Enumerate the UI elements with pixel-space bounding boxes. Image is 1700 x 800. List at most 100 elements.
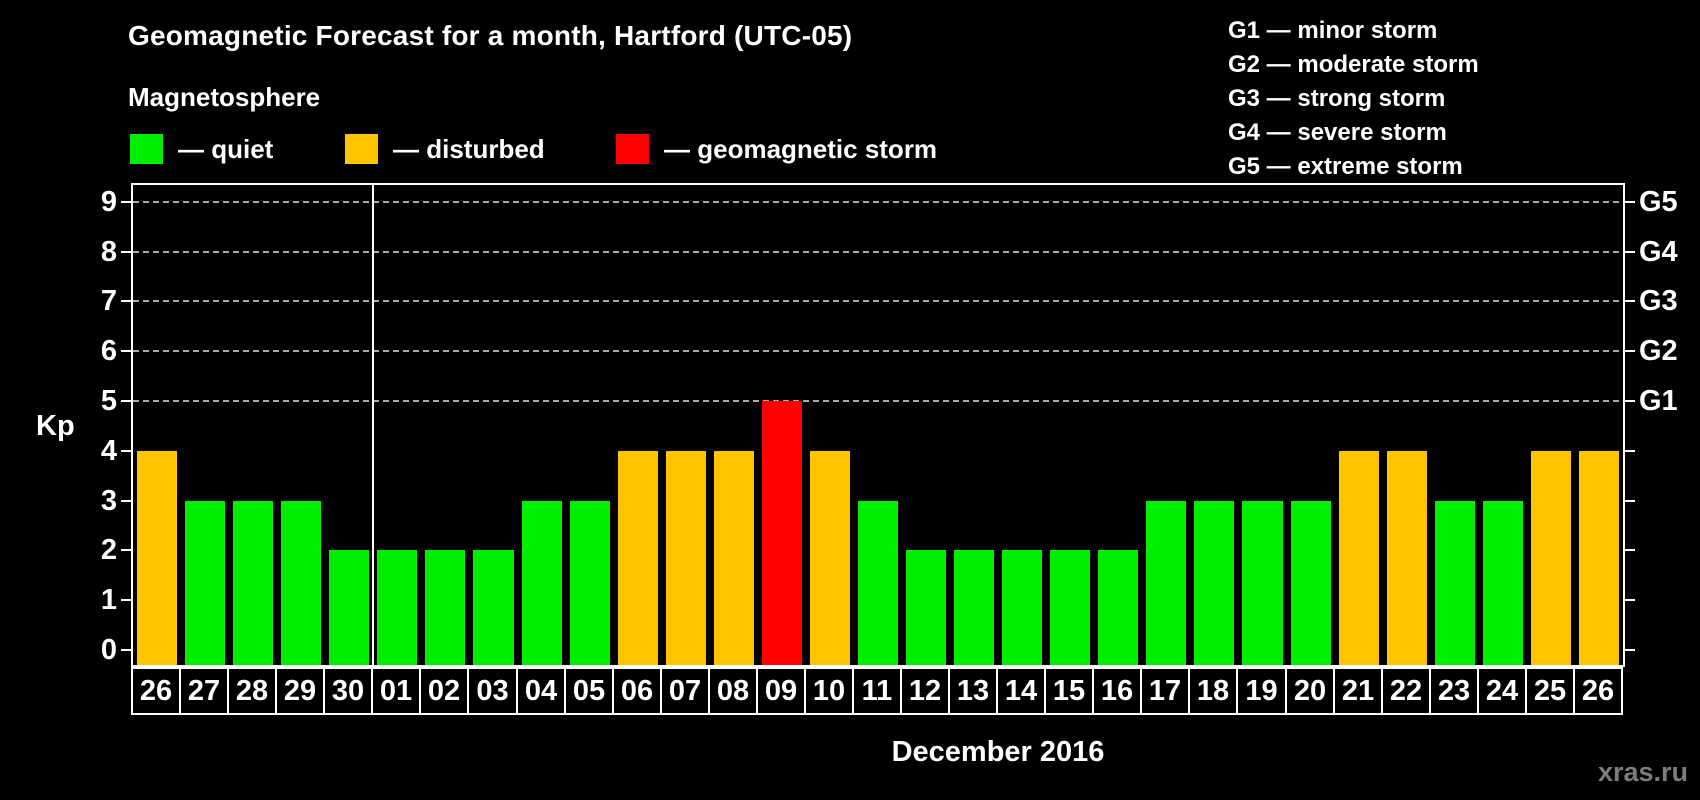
bar-day-03-dec bbox=[473, 550, 514, 665]
bar-day-21-dec bbox=[1338, 450, 1379, 665]
right-tick-kp3 bbox=[1625, 499, 1635, 502]
y-tick-label-7: 7 bbox=[100, 285, 117, 318]
left-tick-kp0 bbox=[121, 649, 131, 651]
y-axis-label: Kp bbox=[36, 410, 75, 442]
left-tick-kp8 bbox=[121, 250, 131, 253]
bar-day-20-dec bbox=[1290, 500, 1331, 665]
day-cell-13-dec: 13 bbox=[948, 667, 998, 715]
right-tick-kp6 bbox=[1625, 350, 1635, 353]
bar-day-16-dec bbox=[1098, 550, 1139, 665]
bar-day-09-dec bbox=[761, 401, 802, 665]
right-tick-kp4 bbox=[1625, 449, 1635, 452]
month-label: December 2016 bbox=[891, 736, 1105, 768]
day-cell-09-dec: 09 bbox=[756, 667, 806, 715]
plot-area bbox=[131, 183, 1625, 667]
bar-day-08-dec bbox=[713, 450, 754, 665]
left-tick-kp3 bbox=[121, 499, 131, 502]
day-cell-16-dec: 16 bbox=[1092, 667, 1142, 715]
left-tick-kp6 bbox=[121, 350, 131, 353]
g3-legend-line: G3 — strong storm bbox=[1228, 85, 1446, 112]
day-cell-27-nov: 27 bbox=[179, 667, 229, 715]
left-tick-kp9 bbox=[121, 200, 131, 203]
day-cell-26-dec: 26 bbox=[1573, 667, 1623, 715]
g4-legend-line: G4 — severe storm bbox=[1228, 119, 1447, 146]
gridline-kp5 bbox=[133, 400, 1623, 402]
right-tick-kp5 bbox=[1625, 400, 1635, 402]
disturbed-color-swatch bbox=[345, 134, 378, 164]
right-tick-kp7 bbox=[1625, 300, 1635, 303]
chart-title: Geomagnetic Forecast for a month, Hartfo… bbox=[128, 20, 853, 51]
day-cell-01-dec: 01 bbox=[371, 667, 421, 715]
gridline-kp9 bbox=[133, 200, 1623, 203]
day-cell-21-dec: 21 bbox=[1333, 667, 1383, 715]
bar-day-10-dec bbox=[809, 450, 850, 665]
right-axis-label-g5: G5 bbox=[1639, 185, 1678, 218]
y-tick-label-8: 8 bbox=[100, 235, 117, 268]
right-tick-kp2 bbox=[1625, 549, 1635, 552]
day-cell-06-dec: 06 bbox=[612, 667, 662, 715]
left-tick-kp2 bbox=[121, 549, 131, 552]
right-tick-kp9 bbox=[1625, 200, 1635, 203]
day-cell-24-dec: 24 bbox=[1477, 667, 1527, 715]
right-tick-kp0 bbox=[1625, 649, 1635, 651]
day-cell-02-dec: 02 bbox=[419, 667, 469, 715]
bar-day-01-dec bbox=[377, 550, 418, 665]
day-cell-23-dec: 23 bbox=[1429, 667, 1479, 715]
day-cell-14-dec: 14 bbox=[996, 667, 1046, 715]
day-cell-11-dec: 11 bbox=[852, 667, 902, 715]
bar-day-18-dec bbox=[1194, 500, 1235, 665]
y-tick-label-9: 9 bbox=[100, 185, 117, 218]
day-cell-15-dec: 15 bbox=[1044, 667, 1094, 715]
quiet-color-swatch bbox=[130, 134, 163, 164]
day-cell-20-dec: 20 bbox=[1285, 667, 1335, 715]
quiet-legend-label: — quiet bbox=[178, 133, 274, 164]
day-cell-25-dec: 25 bbox=[1525, 667, 1575, 715]
x-axis-day-labels: 26 27 28 29 30 01 02 03 04 05 06 07 08 09 10 11 12 13 14 15… bbox=[131, 667, 1625, 715]
day-cell-18-dec: 18 bbox=[1188, 667, 1238, 715]
bar-day-22-dec bbox=[1386, 450, 1427, 665]
right-tick-kp1 bbox=[1625, 599, 1635, 602]
bar-day-12-dec bbox=[906, 550, 947, 665]
day-cell-12-dec: 12 bbox=[900, 667, 950, 715]
bar-day-13-dec bbox=[954, 550, 995, 665]
bar-day-19-dec bbox=[1242, 500, 1283, 665]
right-tick-kp8 bbox=[1625, 250, 1635, 253]
day-cell-10-dec: 10 bbox=[804, 667, 854, 715]
left-tick-kp4 bbox=[121, 449, 131, 452]
day-cell-05-dec: 05 bbox=[564, 667, 614, 715]
day-cell-07-dec: 07 bbox=[660, 667, 710, 715]
bar-day-14-dec bbox=[1002, 550, 1043, 665]
y-tick-label-2: 2 bbox=[100, 534, 117, 567]
y-tick-label-3: 3 bbox=[100, 484, 117, 517]
left-tick-kp5 bbox=[121, 400, 131, 402]
month-separator-line bbox=[372, 185, 375, 665]
day-cell-17-dec: 17 bbox=[1140, 667, 1190, 715]
bar-day-26-nov bbox=[137, 450, 178, 665]
magnetosphere-label: Magnetosphere bbox=[128, 82, 321, 112]
bar-day-02-dec bbox=[425, 550, 466, 665]
day-cell-08-dec: 08 bbox=[708, 667, 758, 715]
day-cell-28-nov: 28 bbox=[227, 667, 277, 715]
g-scale-legend: G1 — minor storm G2 — moderate storm G3 … bbox=[1228, 14, 1479, 184]
gridline-kp7 bbox=[133, 300, 1623, 303]
right-axis-label-g4: G4 bbox=[1639, 235, 1678, 268]
bar-day-05-dec bbox=[569, 500, 610, 665]
legend-item-disturbed: — disturbed bbox=[345, 133, 545, 165]
bar-day-25-dec bbox=[1530, 450, 1571, 665]
g5-legend-line: G5 — extreme storm bbox=[1228, 153, 1463, 180]
y-tick-label-0: 0 bbox=[100, 634, 117, 666]
day-cell-29-nov: 29 bbox=[275, 667, 325, 715]
watermark: xras.ru bbox=[1597, 757, 1688, 787]
left-tick-kp7 bbox=[121, 300, 131, 303]
bar-day-07-dec bbox=[665, 450, 706, 665]
g2-legend-line: G2 — moderate storm bbox=[1228, 51, 1479, 78]
bar-day-06-dec bbox=[617, 450, 658, 665]
y-tick-label-1: 1 bbox=[100, 584, 117, 617]
y-tick-label-6: 6 bbox=[100, 335, 117, 368]
legend-item-quiet: — quiet bbox=[130, 133, 273, 165]
disturbed-legend-label: — disturbed bbox=[393, 133, 545, 164]
bar-day-30-nov bbox=[329, 550, 370, 665]
right-axis-label-g3: G3 bbox=[1639, 285, 1678, 318]
day-cell-30-nov: 30 bbox=[323, 667, 373, 715]
